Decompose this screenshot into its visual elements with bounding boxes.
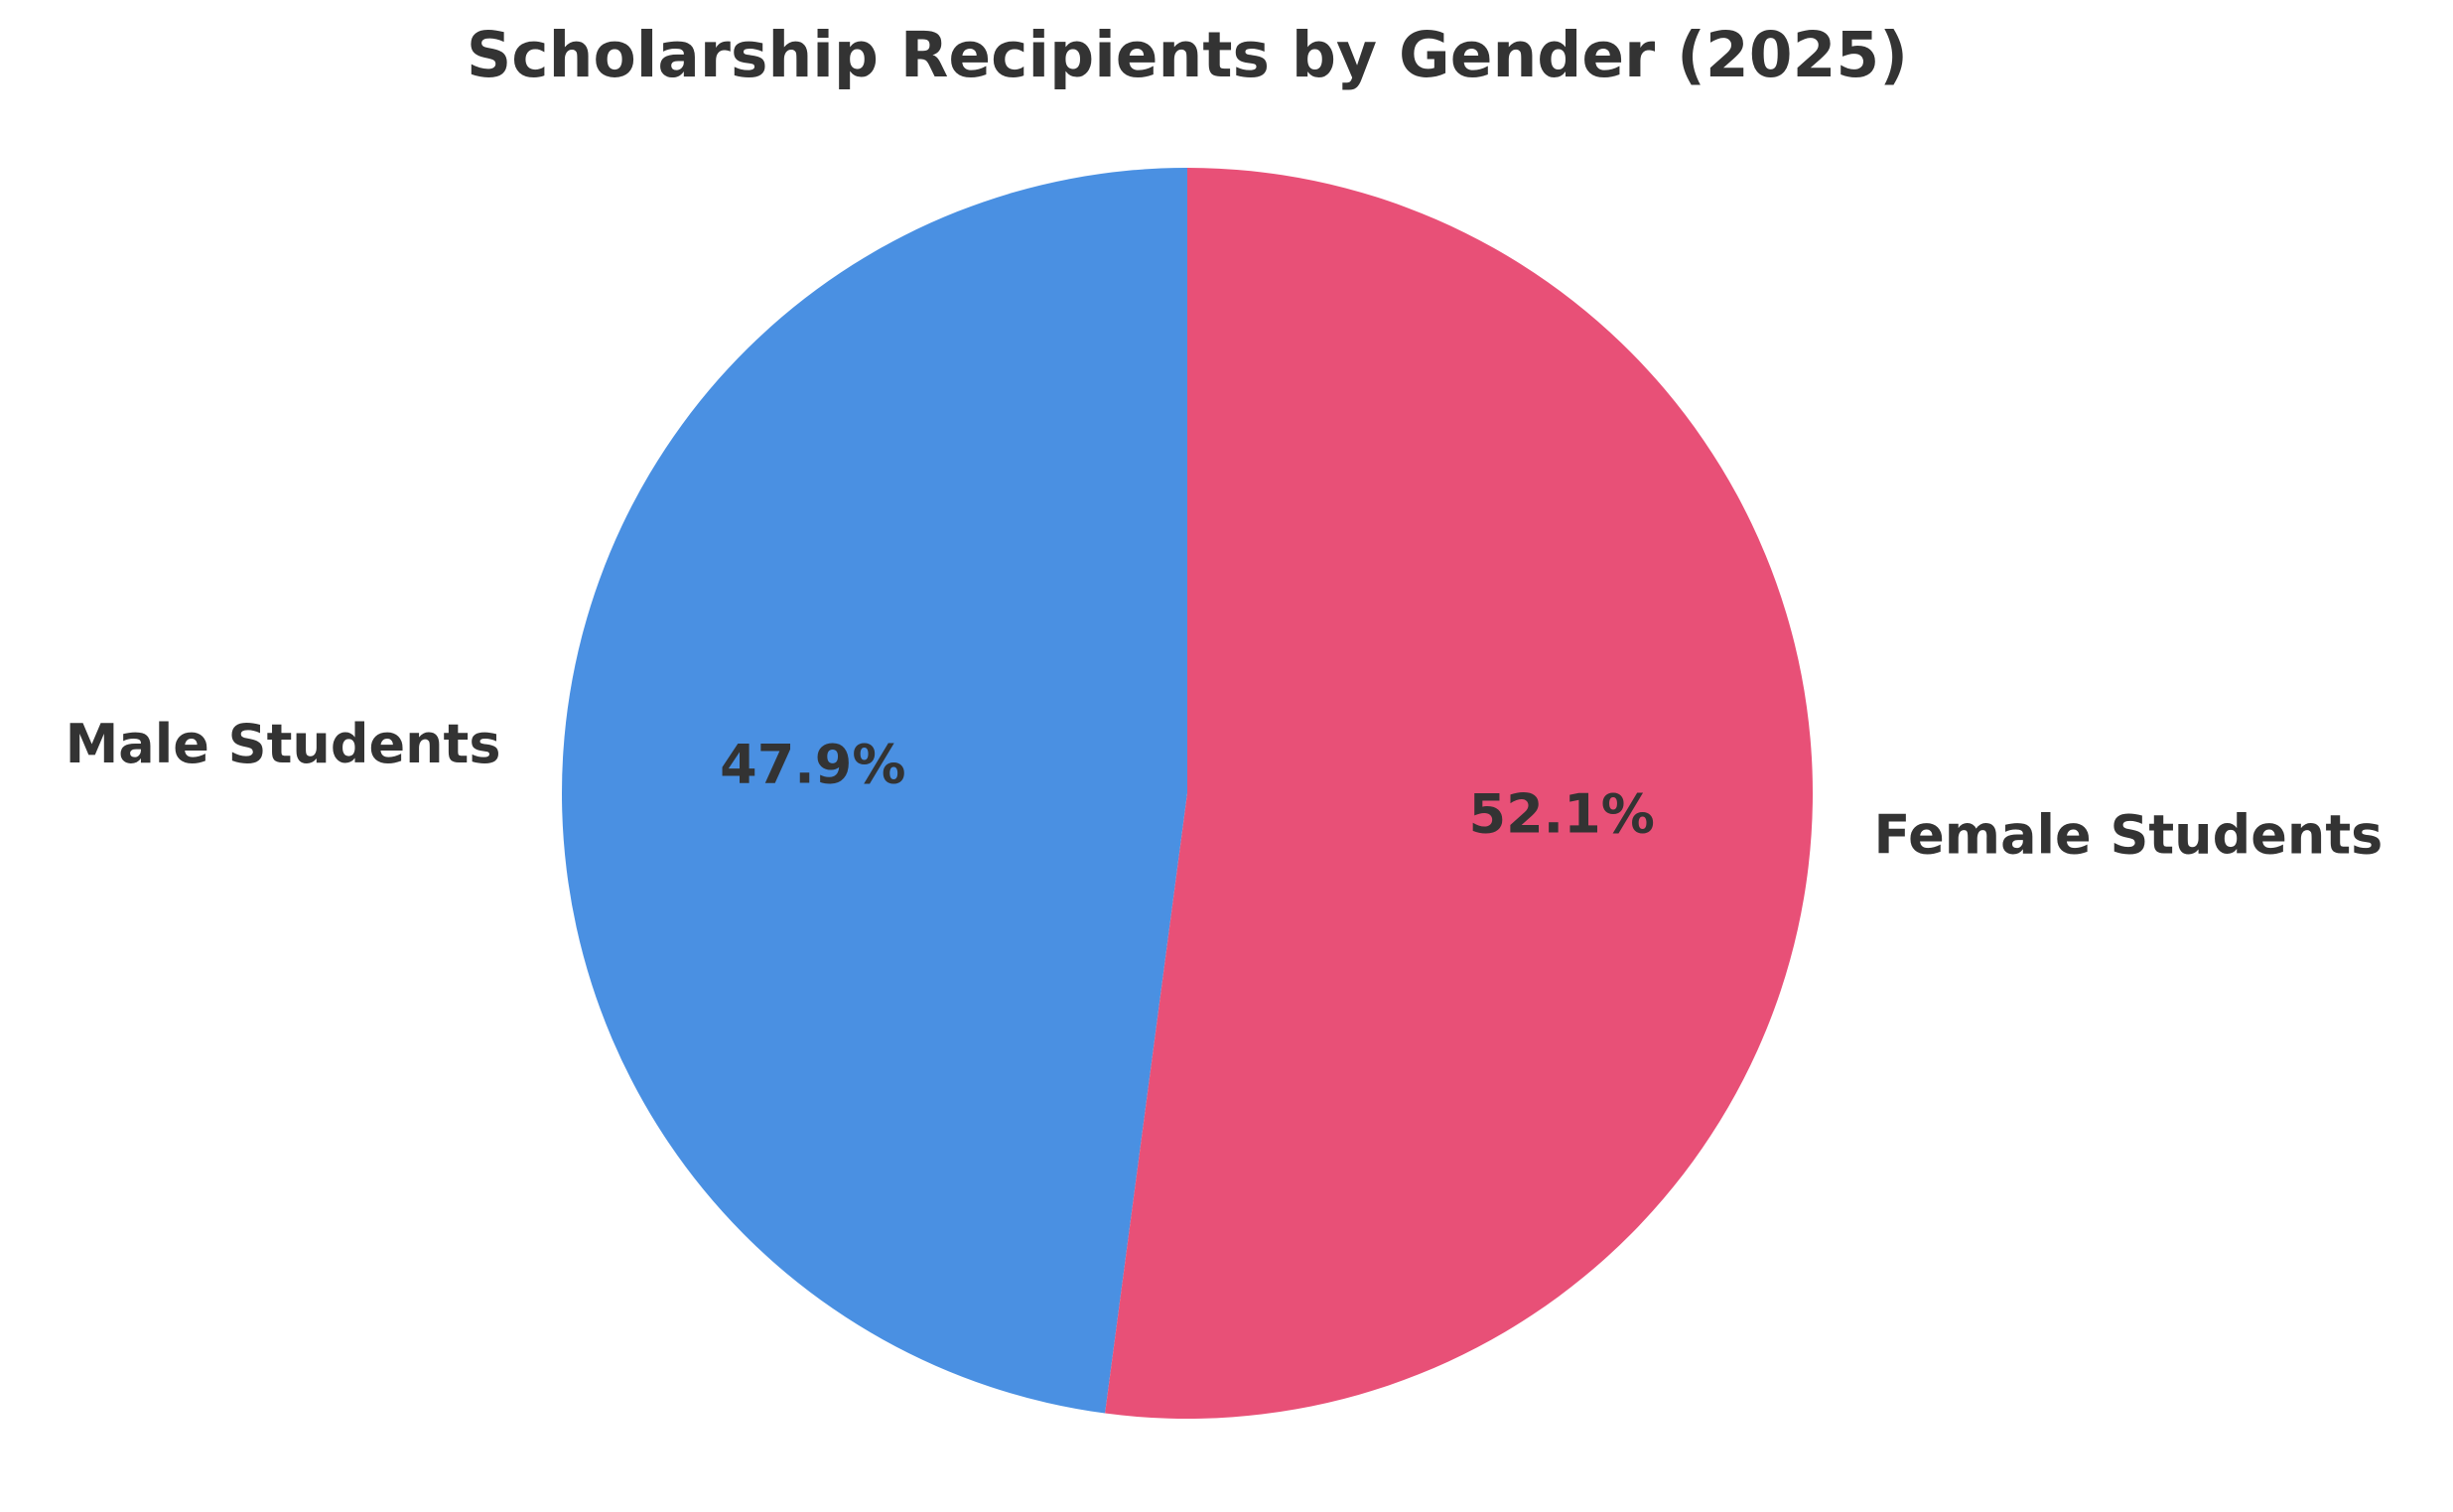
value-label: 52.1%	[1469, 783, 1655, 846]
pie-slice	[562, 168, 1187, 1414]
slice-label: Female Students	[1873, 803, 2383, 866]
value-label: 47.9%	[720, 734, 905, 796]
chart-title: Scholarship Recipients by Gender (2025)	[467, 19, 1908, 91]
slice-label: Male Students	[66, 713, 501, 775]
pie-slice	[1105, 168, 1814, 1420]
